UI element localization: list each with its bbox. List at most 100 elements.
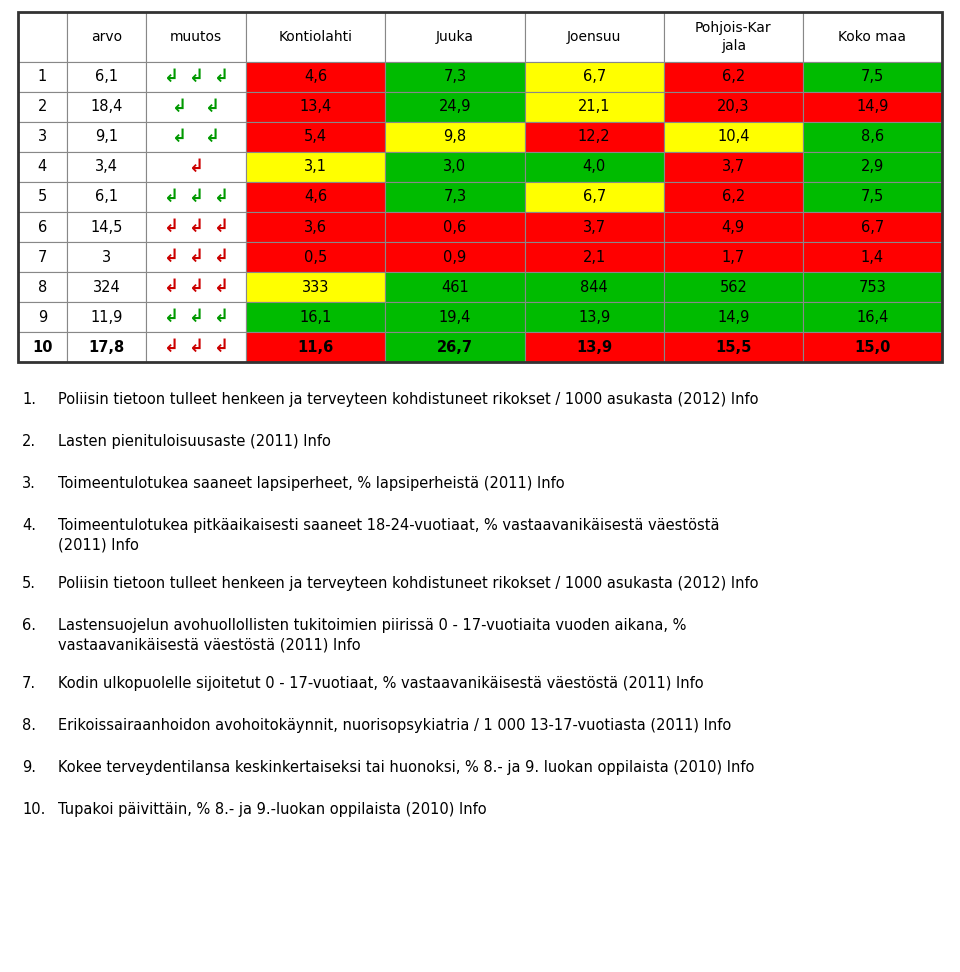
Bar <box>524 332 663 362</box>
Text: ↲: ↲ <box>189 248 204 266</box>
Bar <box>18 152 67 182</box>
Bar <box>385 122 524 152</box>
Bar <box>67 182 146 212</box>
Text: Poliisin tietoon tulleet henkeen ja terveyteen kohdistuneet rikokset / 1000 asuk: Poliisin tietoon tulleet henkeen ja terv… <box>58 392 758 407</box>
Bar <box>247 152 385 182</box>
Bar <box>67 272 146 302</box>
Bar <box>663 122 803 152</box>
Bar <box>146 272 247 302</box>
Text: 3,4: 3,4 <box>95 159 118 175</box>
Bar <box>146 332 247 362</box>
Text: ↲: ↲ <box>189 278 204 296</box>
Bar <box>18 242 67 272</box>
Text: ↲: ↲ <box>163 68 179 86</box>
Text: ↲: ↲ <box>189 188 204 206</box>
Text: 6,1: 6,1 <box>95 190 118 204</box>
Text: 4,6: 4,6 <box>304 190 327 204</box>
Text: 14,9: 14,9 <box>717 309 750 325</box>
Bar <box>803 182 942 212</box>
Text: Poliisin tietoon tulleet henkeen ja terveyteen kohdistuneet rikokset / 1000 asuk: Poliisin tietoon tulleet henkeen ja terv… <box>58 576 758 591</box>
Text: 13,4: 13,4 <box>300 99 332 115</box>
Bar <box>146 92 247 122</box>
Bar <box>385 332 524 362</box>
Text: 844: 844 <box>580 280 608 295</box>
Text: 3,7: 3,7 <box>722 159 745 175</box>
Text: Kokee terveydentilansa keskinkertaiseksi tai huonoksi, % 8.- ja 9. luokan oppila: Kokee terveydentilansa keskinkertaiseksi… <box>58 760 755 775</box>
Bar <box>67 12 146 62</box>
Text: ↲: ↲ <box>189 158 204 176</box>
Bar <box>247 92 385 122</box>
Bar <box>247 302 385 332</box>
Text: 2,9: 2,9 <box>861 159 884 175</box>
Text: ↲: ↲ <box>214 338 228 356</box>
Bar <box>67 122 146 152</box>
Bar <box>524 122 663 152</box>
Bar <box>146 212 247 242</box>
Text: ↲: ↲ <box>214 188 228 206</box>
Bar <box>524 92 663 122</box>
Text: 3: 3 <box>37 129 47 145</box>
Text: ↲: ↲ <box>205 98 221 116</box>
Text: ↲: ↲ <box>214 218 228 236</box>
Text: Tupakoi päivittäin, % 8.- ja 9.-luokan oppilaista (2010) Info: Tupakoi päivittäin, % 8.- ja 9.-luokan o… <box>58 802 487 817</box>
Text: 14,5: 14,5 <box>90 220 123 234</box>
Text: 333: 333 <box>302 280 329 295</box>
Text: ↲: ↲ <box>163 218 179 236</box>
Bar <box>524 272 663 302</box>
Text: ↲: ↲ <box>172 98 187 116</box>
Bar <box>385 12 524 62</box>
Text: 16,4: 16,4 <box>856 309 889 325</box>
Text: 11,6: 11,6 <box>298 339 334 355</box>
Bar <box>18 62 67 92</box>
Bar <box>524 242 663 272</box>
Text: Erikoissairaanhoidon avohoitokäynnit, nuorisopsykiatria / 1 000 13-17-vuotiasta : Erikoissairaanhoidon avohoitokäynnit, nu… <box>58 718 732 733</box>
Text: 13,9: 13,9 <box>578 309 611 325</box>
Text: 6: 6 <box>37 220 47 234</box>
Text: 4: 4 <box>37 159 47 175</box>
Bar <box>663 302 803 332</box>
Text: 2.: 2. <box>22 434 36 449</box>
Text: ↲: ↲ <box>205 128 221 146</box>
Bar <box>524 302 663 332</box>
Text: 562: 562 <box>719 280 747 295</box>
Bar <box>524 12 663 62</box>
Text: 20,3: 20,3 <box>717 99 750 115</box>
Text: 5: 5 <box>37 190 47 204</box>
Bar <box>18 92 67 122</box>
Text: 24,9: 24,9 <box>439 99 471 115</box>
Bar <box>67 302 146 332</box>
Bar <box>385 182 524 212</box>
Text: ↲: ↲ <box>163 308 179 326</box>
Bar <box>67 92 146 122</box>
Bar <box>524 182 663 212</box>
Text: 12,2: 12,2 <box>578 129 611 145</box>
Bar <box>663 212 803 242</box>
Text: 11,9: 11,9 <box>90 309 123 325</box>
Bar <box>803 92 942 122</box>
Text: 0,5: 0,5 <box>304 250 327 264</box>
Text: 6,1: 6,1 <box>95 70 118 85</box>
Text: 3,7: 3,7 <box>583 220 606 234</box>
Bar <box>803 272 942 302</box>
Bar <box>385 272 524 302</box>
Bar <box>803 152 942 182</box>
Bar <box>524 62 663 92</box>
Text: 6,7: 6,7 <box>583 70 606 85</box>
Text: ↲: ↲ <box>214 278 228 296</box>
Text: Kontiolahti: Kontiolahti <box>278 30 353 44</box>
Text: ↲: ↲ <box>172 128 187 146</box>
Text: 21,1: 21,1 <box>578 99 611 115</box>
Text: 17,8: 17,8 <box>88 339 125 355</box>
Text: 461: 461 <box>441 280 468 295</box>
Text: 16,1: 16,1 <box>300 309 332 325</box>
Bar <box>803 212 942 242</box>
Bar <box>146 182 247 212</box>
Bar <box>803 332 942 362</box>
Text: Lastensuojelun avohuollollisten tukitoimien piirissä 0 - 17-vuotiaita vuoden aik: Lastensuojelun avohuollollisten tukitoim… <box>58 618 686 653</box>
Text: ↲: ↲ <box>163 248 179 266</box>
Text: 4,9: 4,9 <box>722 220 745 234</box>
Text: 9: 9 <box>37 309 47 325</box>
Text: 6,7: 6,7 <box>583 190 606 204</box>
Text: ↲: ↲ <box>214 248 228 266</box>
Text: Lasten pienituloisuusaste (2011) Info: Lasten pienituloisuusaste (2011) Info <box>58 434 331 449</box>
